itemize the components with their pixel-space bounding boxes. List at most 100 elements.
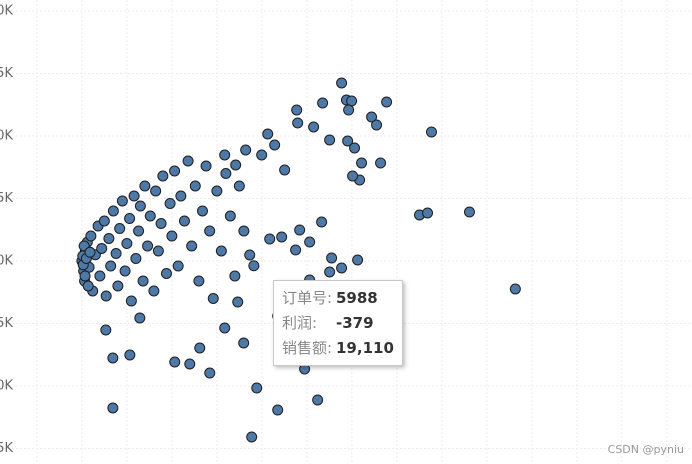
y-tick-label: 10K	[0, 129, 13, 144]
tooltip-label: 销售额:	[282, 339, 333, 357]
point	[148, 285, 160, 297]
point	[371, 119, 383, 131]
point	[233, 180, 245, 192]
point	[352, 254, 364, 266]
point	[124, 349, 136, 361]
point	[178, 215, 190, 227]
point	[312, 394, 324, 406]
point	[342, 135, 354, 147]
point	[107, 402, 119, 414]
point	[85, 230, 97, 242]
point	[160, 268, 172, 279]
point	[336, 262, 348, 274]
y-tick-label: -5K	[0, 316, 13, 331]
point	[119, 265, 131, 277]
point	[133, 225, 145, 237]
point	[166, 230, 178, 242]
point	[98, 215, 110, 227]
point	[240, 144, 252, 156]
point	[139, 180, 151, 192]
point	[291, 104, 303, 116]
point	[276, 231, 288, 243]
point	[336, 77, 348, 89]
watermark: CSDN @pyniu	[607, 443, 684, 456]
point	[114, 223, 126, 234]
tooltip: 订单号: 5988 利润: -379 销售额: 19,110	[273, 280, 403, 366]
y-tick-label: 0K	[0, 254, 13, 269]
point	[224, 210, 236, 222]
point	[264, 233, 276, 245]
point	[204, 225, 216, 237]
point	[366, 111, 378, 123]
point	[107, 352, 119, 364]
point	[251, 382, 263, 394]
point	[269, 139, 281, 151]
point	[238, 225, 250, 237]
point	[194, 342, 206, 354]
point	[152, 245, 164, 257]
point	[207, 293, 219, 304]
point	[211, 185, 223, 197]
point	[96, 243, 108, 254]
point	[124, 213, 136, 224]
point	[84, 246, 96, 258]
y-tick-label: -15K	[0, 441, 13, 456]
point	[219, 149, 231, 161]
point	[184, 358, 196, 370]
point	[279, 164, 291, 176]
point	[169, 356, 181, 368]
point	[100, 324, 112, 336]
point	[256, 149, 268, 161]
point	[193, 275, 205, 287]
point	[134, 312, 146, 324]
point	[232, 296, 244, 308]
point	[169, 165, 181, 177]
point	[246, 431, 258, 443]
point	[130, 253, 142, 264]
point	[150, 185, 162, 197]
point	[116, 195, 128, 207]
point	[248, 260, 260, 272]
tooltip-value: 19,110	[336, 339, 394, 357]
tooltip-value: 5988	[336, 289, 378, 307]
point	[172, 260, 184, 272]
point	[121, 238, 133, 249]
point	[304, 236, 316, 248]
point	[182, 155, 194, 167]
tooltip-value: -379	[336, 314, 374, 332]
point	[229, 270, 241, 282]
point	[230, 159, 242, 171]
point	[175, 190, 187, 202]
point	[346, 95, 358, 107]
point	[262, 128, 274, 140]
point	[317, 97, 329, 109]
point	[100, 290, 112, 302]
point	[144, 210, 156, 222]
y-tick-label: 5K	[0, 191, 13, 206]
point	[425, 126, 437, 138]
tooltip-row: 销售额: 19,110	[282, 337, 402, 362]
point	[134, 200, 146, 212]
point	[381, 96, 393, 108]
point	[324, 134, 336, 146]
point	[137, 275, 149, 287]
point	[349, 142, 361, 154]
point	[186, 240, 198, 252]
tooltip-label: 利润:	[282, 314, 318, 332]
point	[343, 104, 355, 116]
point	[204, 367, 216, 379]
point	[142, 240, 154, 252]
point	[107, 205, 119, 217]
tooltip-row: 订单号: 5988	[282, 287, 402, 312]
point	[164, 198, 176, 209]
tooltip-label: 订单号:	[282, 289, 333, 307]
point	[125, 295, 137, 307]
point	[292, 117, 304, 129]
point	[103, 233, 115, 244]
point	[463, 206, 475, 218]
point	[200, 160, 212, 172]
point	[196, 205, 208, 217]
point	[105, 260, 117, 272]
